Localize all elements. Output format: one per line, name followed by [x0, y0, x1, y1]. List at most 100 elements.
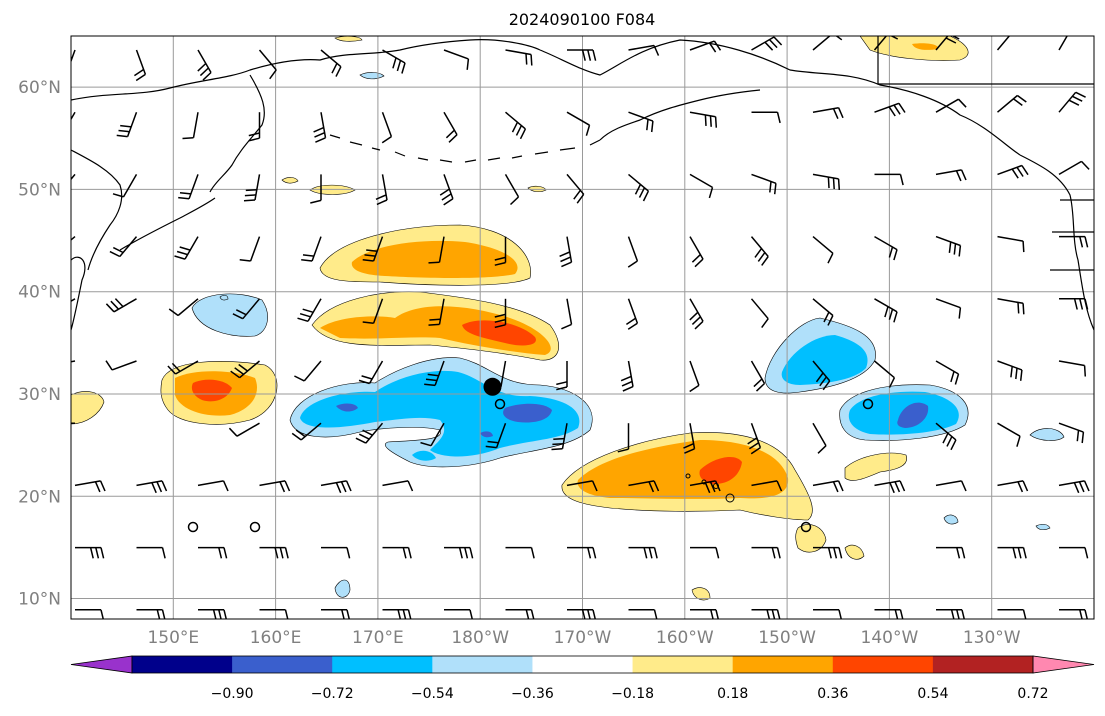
negative-anomaly-shading: [191, 72, 1065, 598]
island-big-island: [725, 493, 735, 503]
wind-barb: [420, 422, 445, 447]
longitude-tick-label: 180°W: [451, 628, 509, 648]
wind-barb: [935, 98, 967, 113]
wind-barb: [750, 298, 769, 329]
wind-barb: [230, 360, 260, 379]
coastlines: [71, 36, 1094, 331]
wind-barb: [997, 298, 1025, 315]
anomaly-patch-central-negative-deep-1: [503, 403, 552, 423]
wind-barb: [812, 422, 827, 454]
wind-barb: [243, 174, 261, 202]
anomaly-patch-speck-2: [281, 177, 299, 184]
wind-barb: [874, 298, 898, 323]
colorbar-tick-label: −0.18: [611, 686, 654, 702]
wind-barb: [116, 111, 138, 138]
wind-barb: [167, 360, 199, 375]
wind-barb: [751, 480, 783, 492]
wind-barb: [381, 111, 393, 144]
anomaly-patch-east-negative-north-core: [781, 335, 868, 385]
wind-barb: [71, 236, 76, 241]
colorbar-segment: [632, 656, 734, 673]
coastline-alaska-peninsula: [599, 89, 761, 141]
wind-barb: [627, 236, 639, 268]
wind-barb: [747, 422, 762, 455]
calm-wind-circle: [249, 521, 261, 533]
wind-barb: [494, 298, 507, 329]
calm-wind-circle: [862, 398, 874, 410]
wind-barb: [428, 298, 445, 326]
longitude-tick-label: 140°W: [861, 628, 919, 648]
wind-barb: [443, 49, 470, 70]
wind-barb: [628, 173, 650, 202]
anomaly-patch-small-negative-1: [334, 579, 351, 598]
calm-wind-circle: [494, 398, 506, 410]
anomaly-patch-lobe-negative: [412, 450, 436, 461]
coastline-asia: [71, 39, 541, 101]
border-alaska-canada: [877, 36, 1094, 85]
wind-barb: [228, 422, 260, 437]
wind-barb: [362, 236, 384, 262]
colorbar-tick-label: −0.54: [411, 686, 454, 702]
colorbar-segment: [832, 656, 934, 673]
anomaly-patch-far-east-negative: [1029, 428, 1065, 441]
colorbar-segment: [132, 656, 233, 673]
wind-barb: [182, 112, 199, 140]
calm-wind-circle: [800, 521, 812, 533]
wind-barb: [997, 422, 1021, 447]
longitude-tick-label: 150°E: [147, 628, 199, 648]
anomaly-patch-hawaii-positive-core: [577, 440, 789, 499]
coastline-north-america: [1019, 154, 1094, 331]
wind-barb: [689, 40, 722, 53]
map-frame: [70, 35, 1095, 620]
anomaly-patch-central-negative-core: [300, 370, 580, 457]
colorbar-segment: [932, 656, 1034, 673]
longitude-tick-label: 170°E: [352, 628, 404, 648]
colorbar-tick-label: 0.36: [817, 686, 848, 702]
wind-barb: [178, 174, 199, 200]
gridlines: [71, 36, 1094, 619]
anomaly-patch-central-negative-deep-2: [336, 403, 358, 412]
latitude-tick-label: 60°N: [18, 78, 61, 98]
wind-barb: [625, 298, 639, 330]
colorbar-tick-label: −0.36: [511, 686, 554, 702]
wind-barb: [628, 111, 654, 133]
wind-barb: [751, 546, 781, 559]
wind-barb: [812, 298, 834, 326]
wind-barb: [71, 49, 76, 64]
wind-barb: [494, 236, 507, 266]
wind-barb: [874, 235, 898, 261]
wind-barb: [874, 480, 906, 494]
wind-barb: [297, 298, 322, 323]
wind-barb: [689, 298, 704, 330]
wind-barb: [751, 173, 777, 195]
wind-barb: [689, 173, 714, 199]
wind-barb: [1058, 422, 1085, 444]
map-area: [71, 36, 1094, 619]
wind-barb: [258, 49, 277, 80]
wind-barb: [628, 480, 660, 493]
wind-barb: [313, 112, 327, 143]
storm-center-marker: [483, 377, 502, 396]
wind-barb: [683, 423, 696, 454]
wind-barb: [310, 174, 322, 204]
wind-barb: [74, 480, 106, 493]
wind-barb: [375, 174, 388, 206]
wind-barb: [232, 298, 261, 320]
wind-barb: [689, 360, 700, 393]
wind-barb: [382, 480, 414, 492]
colorbar-frame: [131, 655, 1034, 674]
positive-anomaly-shading: [71, 36, 969, 601]
wind-barb: [566, 480, 598, 492]
wind-barb: [362, 298, 384, 324]
wind-barb: [294, 360, 322, 382]
wind-barb: [136, 546, 166, 559]
wind-barb: [105, 298, 137, 313]
colorbar-tick-label: −0.90: [211, 686, 254, 702]
anomaly-patch-small-negative-5: [219, 294, 229, 301]
wind-barb: [874, 173, 904, 186]
wind-barb: [812, 480, 844, 493]
wind-barb: [566, 173, 585, 204]
wind-barb: [935, 169, 967, 182]
wind-barb: [71, 111, 76, 121]
